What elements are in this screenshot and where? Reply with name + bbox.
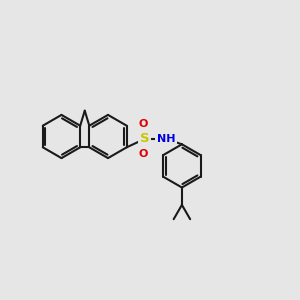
Text: O: O bbox=[139, 149, 148, 159]
Text: NH: NH bbox=[157, 134, 176, 144]
Text: S: S bbox=[140, 132, 149, 146]
Text: O: O bbox=[139, 119, 148, 129]
